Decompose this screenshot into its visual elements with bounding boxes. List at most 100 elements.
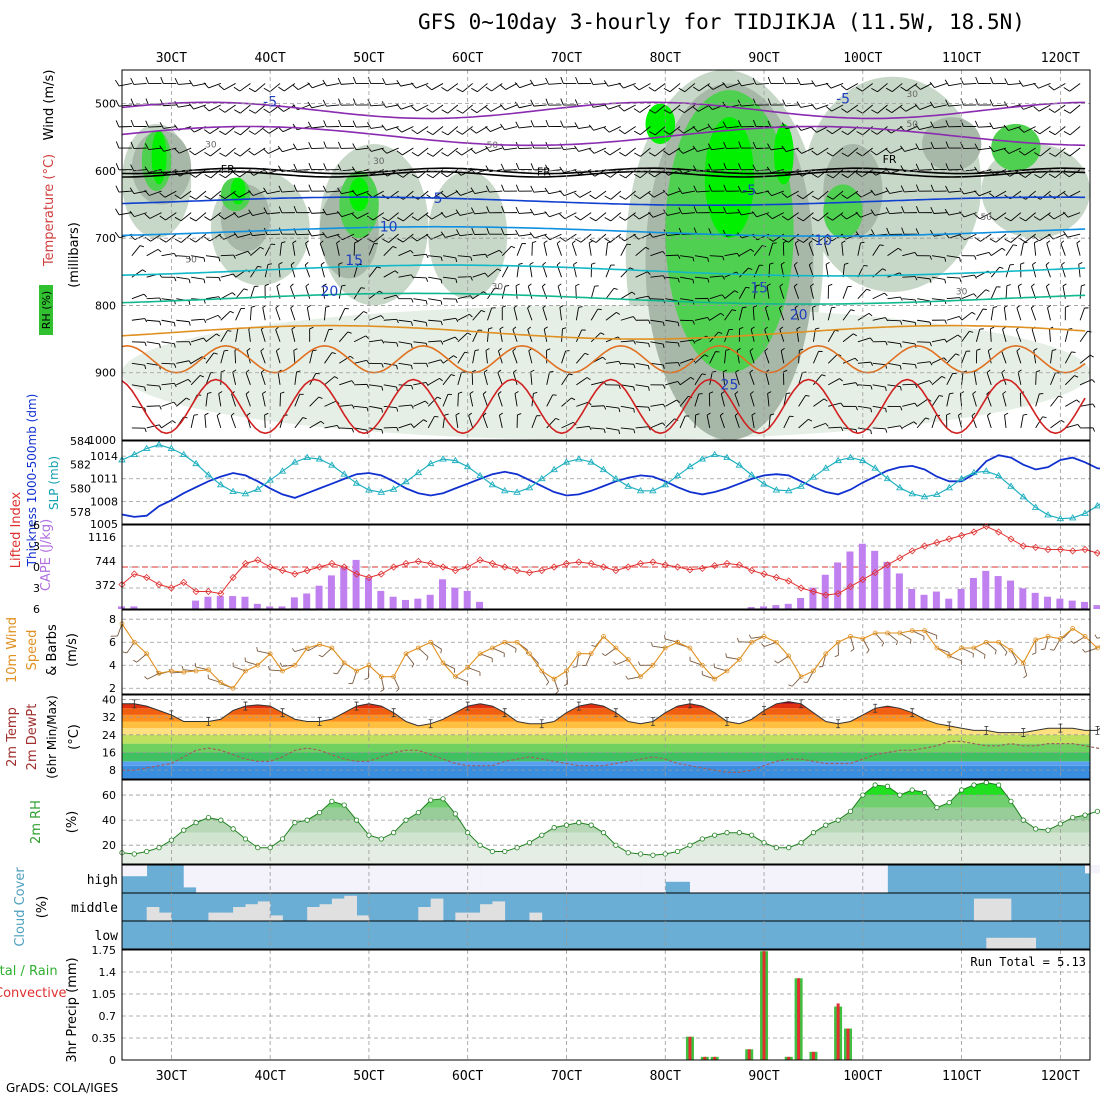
wind10-marker <box>638 674 643 680</box>
rh2m-marker <box>304 817 310 823</box>
wind-barb <box>771 190 784 197</box>
temp-minmax-bar <box>687 699 692 709</box>
wind-barb <box>490 104 503 112</box>
wind-barb <box>173 147 180 154</box>
lifted-index-marker <box>390 563 398 571</box>
wind-barb <box>434 416 439 418</box>
wind10-marker <box>477 651 483 657</box>
wind-barb <box>989 77 994 84</box>
wind-barb <box>1033 82 1039 89</box>
wind-barb <box>816 126 829 133</box>
wind-barb <box>543 328 548 342</box>
wind-barb <box>191 337 204 343</box>
wind-barb <box>398 341 412 345</box>
wind-barb <box>692 257 695 262</box>
cloud-cell <box>998 937 1012 949</box>
wind-barb <box>440 300 443 305</box>
rh2m-marker <box>798 840 804 846</box>
thickness-tick-label: 580 <box>70 482 91 495</box>
wind-barb <box>504 126 518 131</box>
wind-barb <box>400 83 414 87</box>
precip-convective-bar <box>688 1036 692 1060</box>
wind-barb <box>428 276 442 280</box>
wind10-marker <box>403 651 409 657</box>
wind-barb <box>633 429 636 434</box>
wind-barb <box>396 150 403 156</box>
wind-barb <box>735 372 740 385</box>
lifted-index-marker <box>661 561 669 569</box>
lifted-index-marker <box>908 547 916 555</box>
wind-barb <box>515 206 520 214</box>
wind-barb <box>354 359 367 364</box>
wind-barb <box>963 190 977 195</box>
wind-barb <box>440 192 447 198</box>
wind-barb <box>191 318 205 321</box>
wind-barb <box>293 184 298 192</box>
wind-barb <box>477 83 488 93</box>
wind-barb <box>811 217 819 222</box>
wind-barb <box>424 400 429 405</box>
cloud-cell <box>307 907 320 921</box>
x-tick-label-bottom: 7OCT <box>551 1069 582 1084</box>
wind-barb <box>230 310 235 314</box>
wind-barb <box>534 233 547 239</box>
rh2m-marker <box>168 837 174 843</box>
wind-barb <box>1054 126 1066 136</box>
wind-barb <box>692 145 698 152</box>
wind-barb <box>832 212 844 221</box>
wind-barb <box>929 101 935 108</box>
wind-barb <box>159 192 166 198</box>
wind10-barb <box>318 654 323 658</box>
wind-barb <box>770 147 784 151</box>
wind-barb <box>145 120 149 128</box>
wind-barb <box>293 348 298 351</box>
wind-barb <box>323 141 327 149</box>
wind-barb <box>749 372 755 385</box>
temp-minmax-bar <box>280 708 285 718</box>
wind-barb <box>250 266 258 278</box>
wind-barb <box>355 126 369 128</box>
rh2m-marker <box>267 845 273 851</box>
wind10-marker <box>885 630 890 636</box>
rh-shading <box>230 177 246 205</box>
cape-bar <box>377 590 385 609</box>
wind-barb <box>574 122 579 129</box>
lifted-index-marker <box>464 563 472 571</box>
wind-barb <box>326 104 340 107</box>
wind10-marker <box>317 642 322 647</box>
wind10-barb <box>591 644 596 647</box>
wind-barb <box>650 403 664 407</box>
wind-barb <box>515 184 520 192</box>
lifted-index-marker <box>637 559 645 568</box>
temp-contour-label: 20 <box>790 308 808 324</box>
temp-minmax-bar <box>502 708 507 718</box>
wind-barb <box>188 321 191 326</box>
wind-barb <box>604 238 611 243</box>
wind10-label-b: Speed <box>25 630 40 671</box>
wind-barb <box>841 240 846 244</box>
wind-barb <box>396 407 399 412</box>
wind-barb <box>1042 416 1047 418</box>
wind-barb <box>498 348 502 352</box>
wind-barb <box>943 357 947 361</box>
wind-barb <box>619 216 626 221</box>
lifted-index-marker <box>686 566 694 574</box>
wind-barb <box>914 123 920 130</box>
wind-barb <box>131 269 143 278</box>
wind-barb <box>204 216 211 221</box>
wind-barb <box>755 284 761 287</box>
wind-barb <box>307 304 311 308</box>
wind-barb <box>146 297 160 300</box>
wind-barb <box>500 84 506 90</box>
cape-tick-label: 372 <box>95 579 116 592</box>
rh2m-marker <box>514 845 520 851</box>
wind-barb <box>957 415 963 429</box>
wind-barb <box>948 212 962 216</box>
wind-barb <box>629 267 634 270</box>
wind-barb <box>531 415 537 429</box>
wind-barb <box>1023 126 1036 133</box>
cloud-cell <box>430 865 444 893</box>
wind-barb <box>724 350 727 364</box>
lifted-index-marker <box>402 559 410 568</box>
rh2m-marker <box>662 851 668 857</box>
